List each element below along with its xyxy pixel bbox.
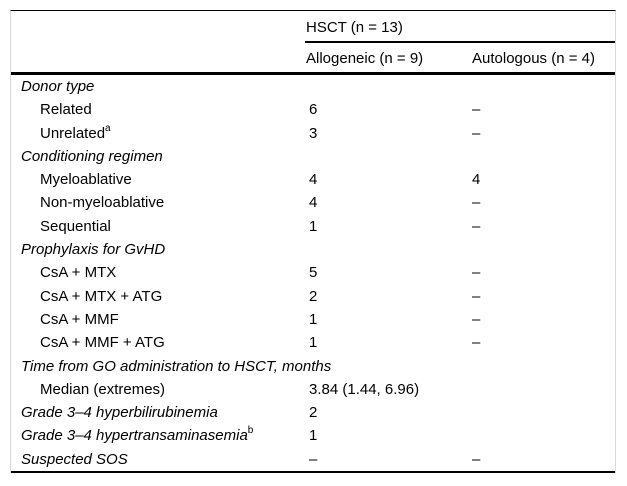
- row-label-text: Unrelated: [40, 124, 106, 142]
- table-row: Non-myeloablative 4 –: [11, 191, 615, 214]
- table-row: Grade 3–4 hypertransaminasemiab 1: [11, 424, 615, 447]
- allogeneic-value: 4: [309, 194, 318, 212]
- row-label: CsA + MTX + ATG: [11, 285, 309, 308]
- allogeneic-value: 1: [309, 334, 318, 352]
- group-header-hsct: HSCT (n = 13): [306, 19, 403, 36]
- autologous-value: –: [472, 217, 481, 235]
- row-label-text: Grade 3–4 hyperbilirubinemia: [21, 404, 218, 422]
- row-label-text: Grade 3–4 hypertransaminasemia: [21, 427, 248, 445]
- row-label-text: Related: [40, 101, 92, 119]
- autologous-value: –: [472, 264, 481, 282]
- table-row: Median (extremes) 3.84 (1.44, 6.96): [11, 378, 615, 401]
- row-label-text: Conditioning regimen: [21, 147, 163, 165]
- table-row: Grade 3–4 hyperbilirubinemia 2: [11, 401, 615, 424]
- table-row: CsA + MMF 1 –: [11, 308, 615, 331]
- row-label: Suspected SOS: [11, 448, 309, 471]
- autologous-value: –: [472, 287, 481, 305]
- table-row: Sequential 1 –: [11, 215, 615, 238]
- autologous-value: –: [472, 450, 481, 468]
- column-header-allogeneic: Allogeneic (n = 9): [306, 50, 424, 67]
- header-divider-rule: [11, 72, 615, 75]
- footnote-marker: a: [105, 122, 111, 134]
- row-label: Sequential: [11, 215, 309, 238]
- row-label-text: Sequential: [40, 217, 111, 235]
- autologous-value: –: [472, 124, 481, 142]
- row-label-text: CsA + MTX + ATG: [40, 287, 163, 305]
- row-label: Related: [11, 98, 309, 121]
- row-label: Non-myeloablative: [11, 191, 309, 214]
- allogeneic-value: 3: [309, 124, 318, 142]
- row-label: CsA + MTX: [11, 261, 309, 284]
- autologous-value: –: [472, 194, 481, 212]
- autologous-value: –: [472, 334, 481, 352]
- allogeneic-value: 1: [309, 427, 318, 445]
- row-label-text: Non-myeloablative: [40, 194, 165, 212]
- table-column-header-row: Allogeneic (n = 9) Autologous (n = 4): [11, 43, 615, 72]
- autologous-value: –: [472, 310, 481, 328]
- table-row: Time from GO administration to HSCT, mon…: [11, 355, 615, 378]
- row-label-text: Median (extremes): [40, 380, 166, 398]
- autologous-value: 4: [472, 171, 481, 189]
- table-row: Suspected SOS – –: [11, 448, 615, 471]
- table-body: Donor type Related 6 – Unrelateda 3 – Co…: [11, 75, 615, 471]
- row-label: CsA + MMF + ATG: [11, 331, 309, 354]
- autologous-value: –: [472, 101, 481, 119]
- allogeneic-value: 4: [309, 171, 318, 189]
- row-label-text: Donor type: [21, 78, 95, 95]
- column-header-autologous: Autologous (n = 4): [472, 50, 595, 67]
- row-label: Median (extremes): [11, 378, 309, 401]
- table-row: Unrelateda 3 –: [11, 122, 615, 145]
- row-label-text: Prophylaxis for GvHD: [21, 241, 166, 259]
- allogeneic-value: 1: [309, 217, 318, 235]
- row-label: Donor type: [11, 75, 309, 98]
- row-label-text: CsA + MMF: [40, 310, 119, 328]
- row-label: Prophylaxis for GvHD: [11, 238, 309, 261]
- table-row: CsA + MTX 5 –: [11, 261, 615, 284]
- row-label: Grade 3–4 hypertransaminasemiab: [11, 424, 309, 447]
- row-label-text: CsA + MMF + ATG: [40, 334, 165, 352]
- table-row: CsA + MMF + ATG 1 –: [11, 331, 615, 354]
- row-label: Grade 3–4 hyperbilirubinemia: [11, 401, 309, 424]
- allogeneic-value: 1: [309, 310, 318, 328]
- row-label-text: Suspected SOS: [21, 450, 128, 468]
- table-row: Prophylaxis for GvHD: [11, 238, 615, 261]
- hsct-summary-table: HSCT (n = 13) Allogeneic (n = 9) Autolog…: [10, 10, 616, 474]
- group-header-underline-rule: [305, 41, 615, 43]
- allogeneic-value: 3.84 (1.44, 6.96): [309, 380, 420, 398]
- allogeneic-value: 2: [309, 404, 318, 422]
- allogeneic-value: –: [309, 450, 318, 468]
- row-label-text: Myeloablative: [40, 171, 132, 189]
- row-label: Conditioning regimen: [11, 145, 309, 168]
- row-label: Myeloablative: [11, 168, 309, 191]
- table-row: Myeloablative 4 4: [11, 168, 615, 191]
- table-row: Donor type: [11, 75, 615, 98]
- table-bottom-rule: [11, 471, 615, 474]
- allogeneic-value: 2: [309, 287, 318, 305]
- row-label: Unrelateda: [11, 122, 309, 145]
- allogeneic-value: 6: [309, 101, 318, 119]
- row-label-text: CsA + MTX: [40, 264, 117, 282]
- footnote-marker: b: [247, 425, 254, 437]
- table-row: Conditioning regimen: [11, 145, 615, 168]
- row-label: Time from GO administration to HSCT, mon…: [11, 355, 331, 378]
- row-label-text: Time from GO administration to HSCT, mon…: [21, 357, 332, 375]
- table-row: Related 6 –: [11, 98, 615, 121]
- row-label: CsA + MMF: [11, 308, 309, 331]
- table-row: CsA + MTX + ATG 2 –: [11, 285, 615, 308]
- table-group-header-row: HSCT (n = 13): [11, 11, 615, 43]
- allogeneic-value: 5: [309, 264, 318, 282]
